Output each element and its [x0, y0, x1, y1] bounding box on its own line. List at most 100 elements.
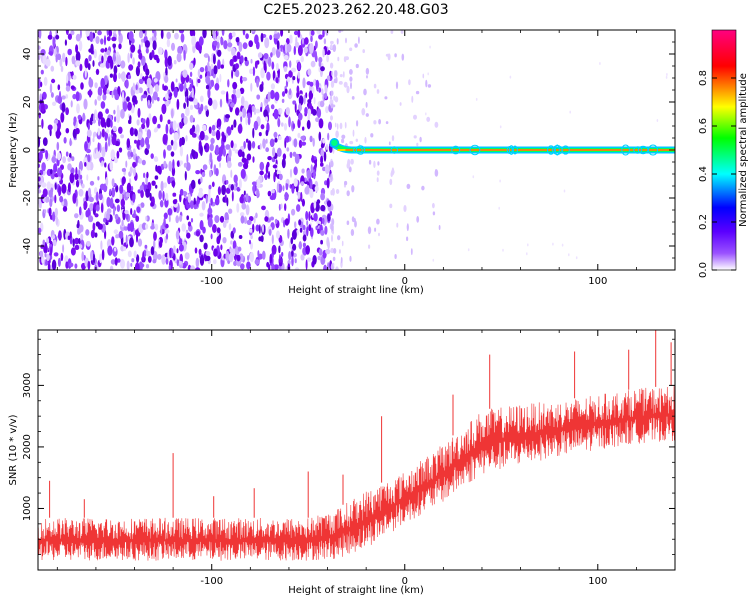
- noise-blob: [400, 30, 404, 34]
- noise-blob: [56, 53, 62, 61]
- noise-blob: [76, 103, 80, 114]
- noise-blob: [100, 202, 104, 213]
- noise-blob: [171, 166, 176, 177]
- noise-blob: [58, 230, 62, 241]
- noise-blob: [126, 138, 131, 149]
- noise-blob: [302, 77, 306, 89]
- noise-blob: [118, 72, 121, 80]
- noise-blob: [205, 75, 211, 85]
- noise-blob: [320, 66, 325, 72]
- noise-blob: [378, 118, 381, 125]
- noise-blob: [236, 254, 241, 262]
- noise-blob: [327, 213, 331, 222]
- noise-blob: [318, 248, 323, 256]
- noise-blob: [235, 69, 240, 78]
- noise-blob: [109, 265, 114, 270]
- noise-blob: [320, 204, 326, 212]
- noise-blob: [46, 237, 50, 245]
- noise-blob: [308, 211, 311, 222]
- noise-blob: [138, 87, 143, 94]
- noise-blob: [299, 90, 303, 96]
- noise-blob: [326, 236, 330, 247]
- noise-blob: [220, 244, 223, 251]
- noise-blob: [526, 252, 528, 256]
- noise-blob: [384, 96, 388, 100]
- noise-blob: [199, 254, 205, 266]
- noise-blob: [172, 192, 177, 197]
- noise-blob: [70, 85, 75, 90]
- noise-blob: [289, 60, 292, 68]
- noise-blob: [312, 109, 317, 116]
- noise-blob: [203, 145, 207, 150]
- noise-blob: [121, 176, 126, 185]
- noise-blob: [189, 104, 194, 110]
- noise-blob: [254, 60, 258, 69]
- noise-blob: [259, 170, 264, 176]
- noise-blob: [52, 101, 57, 107]
- noise-blob: [330, 115, 333, 121]
- noise-blob: [293, 30, 299, 36]
- noise-blob: [271, 263, 275, 270]
- signal-trace: [329, 138, 675, 156]
- noise-blob: [184, 252, 190, 260]
- noise-blob: [246, 153, 252, 161]
- noise-blob: [242, 77, 248, 82]
- noise-blob: [100, 48, 105, 53]
- noise-blob: [656, 119, 659, 122]
- noise-blob: [314, 50, 318, 61]
- noise-blob: [228, 148, 232, 158]
- noise-blob: [184, 82, 187, 92]
- noise-blob: [250, 242, 253, 250]
- noise-blob: [122, 90, 124, 102]
- noise-blob: [181, 223, 186, 232]
- noise-blob: [310, 227, 314, 237]
- noise-blob: [293, 45, 296, 56]
- noise-blob: [266, 71, 271, 81]
- noise-blob: [186, 96, 189, 108]
- noise-blob: [343, 81, 348, 88]
- trace-knot: [469, 144, 481, 156]
- noise-blob: [141, 123, 146, 130]
- noise-blob: [271, 189, 275, 194]
- noise-blob: [48, 207, 52, 217]
- noise-blob: [294, 258, 297, 264]
- noise-blob: [102, 196, 105, 204]
- noise-blob: [164, 75, 169, 84]
- noise-blob: [101, 55, 104, 64]
- noise-blob: [273, 33, 279, 39]
- noise-blob: [220, 90, 226, 95]
- noise-blob: [63, 137, 67, 144]
- noise-blob: [263, 109, 268, 118]
- noise-blob: [326, 75, 331, 81]
- noise-blob: [365, 101, 368, 108]
- noise-blob: [80, 233, 84, 241]
- noise-blob: [132, 95, 137, 103]
- noise-blob: [252, 66, 256, 77]
- noise-blob: [144, 244, 148, 249]
- noise-blob: [280, 203, 283, 209]
- noise-blob: [199, 74, 203, 79]
- noise-blob: [336, 38, 339, 45]
- noise-blob: [106, 117, 111, 128]
- noise-blob: [40, 49, 46, 56]
- noise-blob: [224, 212, 229, 221]
- noise-blob: [97, 142, 100, 152]
- noise-blob: [58, 185, 62, 197]
- noise-blob: [155, 184, 158, 189]
- noise-blob: [237, 246, 242, 252]
- noise-blob: [70, 247, 76, 256]
- noise-blob: [140, 190, 144, 198]
- noise-blob: [332, 256, 336, 261]
- noise-blob: [113, 72, 117, 83]
- noise-blob: [92, 137, 95, 143]
- noise-blob: [216, 118, 222, 127]
- noise-blob: [362, 49, 366, 54]
- noise-blob: [209, 152, 213, 163]
- noise-blob: [236, 203, 240, 213]
- noise-blob: [320, 149, 325, 158]
- noise-blob: [67, 33, 72, 40]
- noise-blob: [265, 116, 268, 122]
- noise-blob: [168, 214, 171, 223]
- noise-blob: [324, 164, 330, 175]
- noise-blob: [561, 243, 564, 247]
